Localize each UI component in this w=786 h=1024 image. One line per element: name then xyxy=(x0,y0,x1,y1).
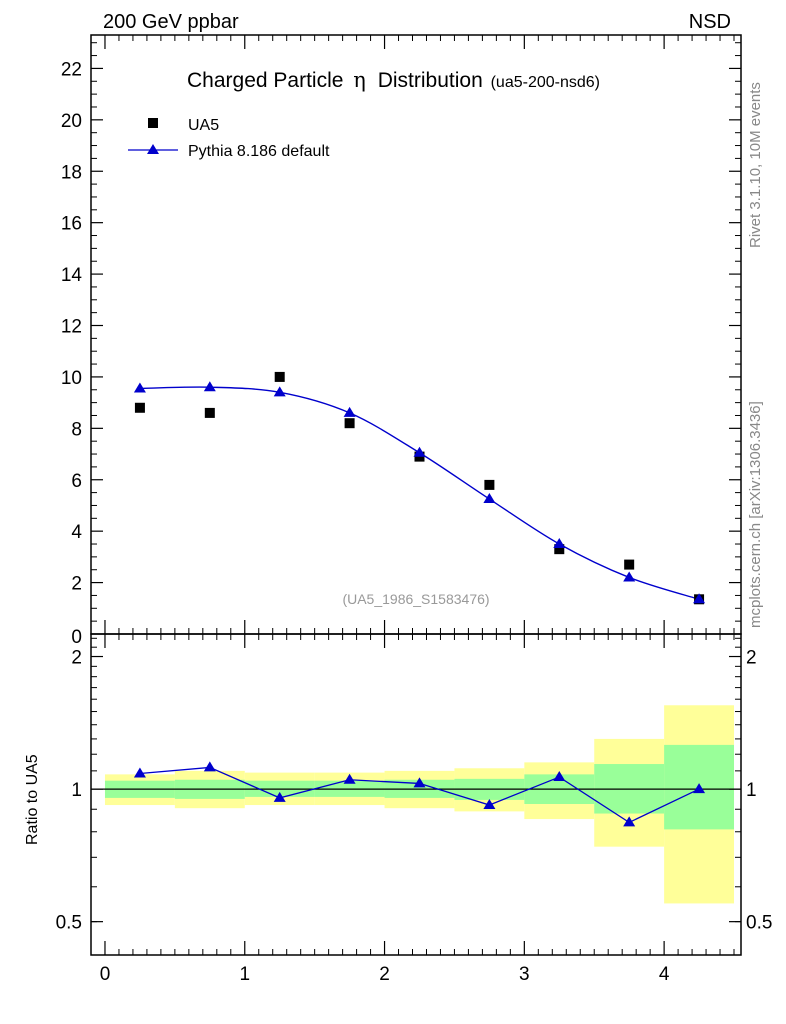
ratio-axis-ticks: 0.5 0.5 1 1 2 2 0 1 2 3 4 xyxy=(56,634,772,985)
ratio-mc-point xyxy=(133,767,146,778)
ratio-mc-point xyxy=(413,777,426,788)
main-ytick-label: 6 xyxy=(71,471,82,492)
mc-line xyxy=(139,386,700,600)
main-ytick-label: 10 xyxy=(61,368,82,389)
chart-title-symbol: η xyxy=(353,68,366,92)
ua5-point xyxy=(624,559,635,570)
mc-point xyxy=(203,381,216,392)
main-ytick-label: 16 xyxy=(61,214,82,235)
watermark: (UA5_1986_S1583476) xyxy=(342,591,489,607)
mc-point xyxy=(553,538,566,549)
main-ytick-label: 4 xyxy=(71,522,82,543)
ratio-mc-point xyxy=(483,799,496,810)
mc-point xyxy=(133,382,146,393)
ratio-mc-point xyxy=(203,761,216,772)
ua5-point xyxy=(344,418,355,429)
legend-marker-ua5 xyxy=(148,118,158,128)
ratio-frame xyxy=(90,633,742,956)
ratio-mc-point xyxy=(273,791,286,802)
mc-point xyxy=(623,571,636,582)
mc-point xyxy=(343,406,356,417)
ratio-ytick-label-right: 1 xyxy=(746,780,757,801)
ratio-mc-point xyxy=(343,773,356,784)
mc-point xyxy=(693,593,706,604)
legend-label-ua5: UA5 xyxy=(188,117,219,134)
main-axis-ticks: 2 4 6 8 10 12 14 16 18 20 22 0 xyxy=(61,35,741,648)
header-right: NSD xyxy=(689,11,731,33)
ratio-ytick-label-right: 0.5 xyxy=(746,913,772,934)
ratio-mc-point xyxy=(693,783,706,794)
mc-point xyxy=(273,386,286,397)
ua5-point xyxy=(204,407,215,418)
legend-marker-mc xyxy=(147,144,159,154)
header-left: 200 GeV ppbar xyxy=(103,11,239,33)
chart-title-rest: Distribution xyxy=(378,69,483,92)
main-ytick-label: 12 xyxy=(61,317,82,338)
side-label-bottom: mcplots.cern.ch [arXiv:1306.3436] xyxy=(747,401,764,628)
mc-point xyxy=(483,493,496,504)
main-ytick-label-zero: 0 xyxy=(71,627,82,648)
ratio-ytick-label: 0.5 xyxy=(56,913,82,934)
ua5-point xyxy=(554,544,565,555)
ratio-xtick-label: 4 xyxy=(659,964,670,985)
main-ytick-label: 22 xyxy=(61,59,82,80)
ua5-point xyxy=(484,479,495,490)
ratio-mc-point xyxy=(623,816,636,827)
main-ytick-label: 18 xyxy=(61,162,82,183)
chart-title: Charged Particle η Distribution (ua5-200… xyxy=(187,68,600,92)
main-ytick-label: 8 xyxy=(71,419,82,440)
ratio-ytick-label: 1 xyxy=(71,780,82,801)
main-ytick-label: 20 xyxy=(61,111,82,132)
chart-title-main: Charged Particle xyxy=(187,69,343,92)
ratio-xtick-label: 3 xyxy=(519,964,530,985)
chart-title-sub: (ua5-200-nsd6) xyxy=(491,74,600,91)
main-ytick-label: 14 xyxy=(61,265,83,286)
ratio-ytick-label: 2 xyxy=(71,648,82,669)
ua5-point xyxy=(274,371,285,382)
ratio-mc-point xyxy=(553,771,566,782)
legend: UA5 Pythia 8.186 default xyxy=(128,117,330,160)
ratio-xtick-label: 0 xyxy=(100,964,111,985)
side-label-top: Rivet 3.1.10, 10M events xyxy=(747,82,764,248)
ratio-ytick-label-right: 2 xyxy=(746,648,757,669)
ratio-xtick-label: 2 xyxy=(379,964,390,985)
ratio-ylabel: Ratio to UA5 xyxy=(24,754,41,845)
ua5-point xyxy=(134,402,145,413)
mc-point xyxy=(413,446,426,457)
ratio-xtick-label: 1 xyxy=(239,964,250,985)
main-ytick-label: 2 xyxy=(71,574,82,595)
legend-label-mc: Pythia 8.186 default xyxy=(188,143,330,160)
